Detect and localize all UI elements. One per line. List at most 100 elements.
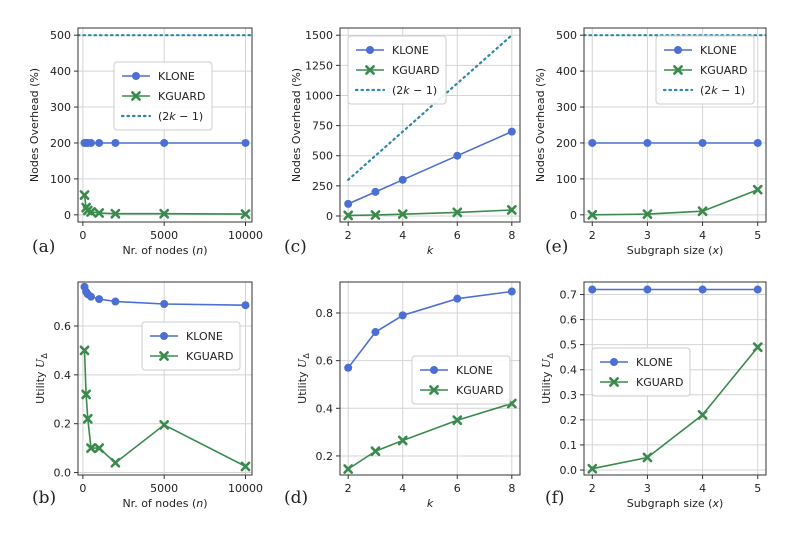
y-tick-label: 0.4 xyxy=(54,369,72,382)
data-point-klone xyxy=(453,294,462,303)
series-group xyxy=(343,34,517,221)
series-group xyxy=(587,285,763,474)
data-point-kguard xyxy=(642,452,653,463)
x-axis-label: Subgraph size (x) xyxy=(627,244,724,257)
data-point-kguard xyxy=(159,420,170,430)
x-tick-label: 5 xyxy=(754,229,761,242)
series-line--2k-1- xyxy=(347,34,513,181)
axes-frame xyxy=(339,281,521,476)
legend-marker xyxy=(674,46,682,54)
data-point-kguard xyxy=(397,435,408,446)
chart-panel-c: 2 4 6 8 0 250 500 750 1000 1250 1500 k Nodes Overhea… xyxy=(290,27,521,257)
data-point-kguard xyxy=(587,463,598,474)
legend-marker xyxy=(609,377,619,387)
axes-frame xyxy=(339,27,521,223)
y-tick-label: 0.6 xyxy=(54,320,72,333)
data-point-klone xyxy=(643,138,652,147)
legend-label: (2k − 1) xyxy=(700,84,745,97)
y-tick-label: 0.3 xyxy=(560,389,578,402)
data-point-kguard xyxy=(79,190,90,200)
y-tick-label: 250 xyxy=(312,180,333,193)
y-tick-label: 200 xyxy=(556,137,577,150)
data-point-kguard xyxy=(81,389,92,400)
y-tick-label: 0.0 xyxy=(54,467,72,480)
legend-label: KGUARD xyxy=(186,350,233,363)
series-line-kguard xyxy=(592,346,759,470)
legend-label: KGUARD xyxy=(392,64,439,77)
data-point-kguard xyxy=(110,457,121,468)
x-tick-label: 3 xyxy=(644,229,651,242)
y-tick-label: 0.4 xyxy=(316,402,334,415)
data-point-kguard xyxy=(79,345,90,356)
data-point-kguard xyxy=(397,209,408,220)
series-line-kguard xyxy=(592,188,758,216)
legend-marker xyxy=(132,72,140,80)
legend-label: (2k − 1) xyxy=(392,84,437,97)
data-point-klone xyxy=(111,138,120,147)
y-tick-label: 750 xyxy=(312,120,333,133)
data-point-kguard xyxy=(86,207,96,217)
y-tick-label: 1250 xyxy=(305,59,333,72)
y-tick-label: 400 xyxy=(556,65,577,78)
data-point-kguard xyxy=(587,209,598,220)
legend: KLONE KGUARD xyxy=(141,321,241,371)
chart-panel-b: 0 5000 10000 0.0 0.2 0.4 0.6 Nr. of nodes (n) Ut… xyxy=(34,281,263,510)
data-point-kguard xyxy=(343,464,354,474)
y-tick-label: 100 xyxy=(556,173,577,186)
data-point-klone xyxy=(95,295,104,304)
y-tick-label: 0 xyxy=(64,209,71,222)
x-tick-label: 6 xyxy=(454,229,461,242)
data-point-klone xyxy=(241,138,250,147)
x-tick-label: 3 xyxy=(644,482,651,495)
legend-label: KLONE xyxy=(456,364,493,377)
y-tick-label: 0.1 xyxy=(560,439,578,452)
data-point-klone xyxy=(371,328,380,337)
x-tick-label: 10000 xyxy=(228,482,263,495)
series-line-kguard xyxy=(83,350,246,468)
axes-frame xyxy=(583,281,767,476)
y-tick-label: 500 xyxy=(312,150,333,163)
chart-panel-d: 2 4 6 8 0.2 0.4 0.6 0.8 k Utility UΔ KLONE KGUARD xyxy=(296,281,521,510)
x-tick-label: 6 xyxy=(454,482,461,495)
legend: KLONE KGUARD xyxy=(411,355,511,405)
data-point-klone xyxy=(588,285,597,294)
y-tick-label: 0.0 xyxy=(560,464,578,477)
data-point-klone xyxy=(160,138,169,147)
series-group xyxy=(79,282,251,472)
data-point-kguard xyxy=(94,208,105,218)
y-tick-label: 0.6 xyxy=(316,355,334,368)
y-tick-label: 500 xyxy=(50,29,71,42)
legend-label: KGUARD xyxy=(158,90,205,103)
data-point-kguard xyxy=(240,461,251,472)
legend-label: KLONE xyxy=(186,330,223,343)
legend-label: KLONE xyxy=(636,356,673,369)
data-point-kguard xyxy=(240,209,251,219)
x-tick-label: 8 xyxy=(508,482,515,495)
data-point-kguard xyxy=(452,415,463,426)
y-tick-label: 100 xyxy=(50,173,71,186)
legend: KLONE KGUARD xyxy=(591,347,691,397)
x-tick-label: 4 xyxy=(699,229,706,242)
data-point-klone xyxy=(241,301,250,310)
data-point-klone xyxy=(344,363,353,372)
series-group xyxy=(343,287,517,474)
y-tick-label: 300 xyxy=(50,101,71,114)
data-point-klone xyxy=(698,138,707,147)
data-point-klone xyxy=(398,175,407,184)
series-group xyxy=(78,34,252,219)
legend-label: KLONE xyxy=(700,44,737,57)
x-tick-label: 10000 xyxy=(228,229,263,242)
data-point-klone xyxy=(398,311,407,320)
data-point-kguard xyxy=(370,210,381,220)
y-tick-label: 500 xyxy=(556,29,577,42)
legend-label: KLONE xyxy=(392,44,429,57)
y-tick-label: 0.2 xyxy=(560,414,578,427)
legend-label: KGUARD xyxy=(636,376,683,389)
y-axis-label: Utility UΔ xyxy=(540,353,555,404)
legend-marker xyxy=(365,65,375,75)
axes-frame xyxy=(583,27,767,223)
legend-label: KGUARD xyxy=(456,384,503,397)
y-axis-label: Nodes Overhead (%) xyxy=(534,68,547,182)
y-tick-label: 0.6 xyxy=(560,314,578,327)
x-axis-label: Nr. of nodes (n) xyxy=(122,497,207,510)
